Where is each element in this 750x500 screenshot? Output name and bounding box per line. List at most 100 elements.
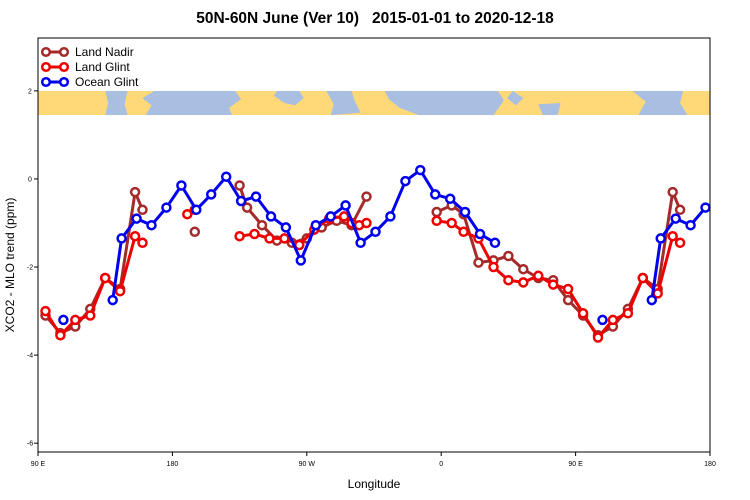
land-glint-point	[488, 261, 499, 273]
ocean-glint-point	[415, 164, 426, 176]
land-glint-point	[547, 279, 559, 290]
ocean-glint-point	[670, 213, 681, 224]
land-nadir-point	[562, 294, 574, 306]
x-tick-label: 180	[167, 461, 179, 468]
ocean-glint-point	[250, 191, 262, 202]
ocean-glint-point	[146, 219, 157, 231]
chart-title: 50N-60N June (Ver 10) 2015-01-01 to 2020…	[196, 10, 554, 27]
land-glint-point	[249, 228, 260, 240]
land-glint-point	[533, 270, 544, 282]
land-nadir-point	[503, 250, 514, 262]
ocean-glint-point	[340, 200, 351, 211]
ocean-glint-point	[295, 255, 307, 266]
x-tick-label: 180	[704, 461, 716, 468]
ocean-glint-point	[107, 294, 118, 306]
ocean-glint-point	[370, 226, 381, 238]
land-glint-point	[503, 274, 514, 286]
ocean-glint-point	[597, 314, 608, 326]
ocean-glint-point	[280, 222, 292, 233]
legend-marker-ocean-glint	[58, 76, 70, 88]
land-glint-point	[129, 230, 141, 242]
land-glint-point	[667, 230, 678, 242]
land-glint-point	[592, 332, 604, 343]
legend-marker-land-glint	[58, 61, 70, 73]
land-glint-point	[431, 215, 442, 227]
land-glint-point	[40, 305, 51, 317]
legend-marker-land-glint	[40, 61, 52, 73]
land-glint-point	[70, 314, 81, 326]
legend-marker-land-nadir	[40, 46, 52, 58]
ocean-glint-point	[325, 211, 336, 222]
land-glint-point	[446, 217, 457, 229]
legend-label-land-glint: Land Glint	[75, 60, 130, 74]
y-tick-label: -4	[27, 353, 33, 360]
ocean-glint-point	[220, 171, 232, 182]
ocean-glint-point	[131, 213, 142, 224]
ocean-glint-point	[205, 189, 217, 200]
ocean-glint-point	[310, 219, 322, 231]
y-tick-label: -6	[27, 441, 33, 448]
land-glint-point	[182, 208, 193, 220]
land-nadir-point	[518, 263, 529, 275]
ocean-glint-point	[385, 211, 396, 222]
land-glint-point	[85, 310, 96, 321]
map-ocean	[273, 90, 304, 106]
land-glint-point	[622, 308, 634, 319]
map-ocean	[632, 90, 688, 116]
ocean-glint-point	[58, 314, 69, 326]
x-tick-label: 90 E	[568, 461, 583, 468]
land-glint-point	[55, 330, 66, 341]
land-glint-point	[577, 308, 589, 319]
y-tick-label: 2	[28, 88, 32, 95]
legend-label-land-nadir: Land Nadir	[75, 45, 134, 59]
ocean-glint-point	[176, 180, 187, 191]
map-ocean	[105, 90, 128, 116]
land-nadir-point	[256, 219, 268, 231]
map-ocean	[506, 90, 524, 106]
land-nadir-point	[473, 257, 484, 268]
ocean-glint-point	[429, 189, 441, 200]
ocean-glint-point	[685, 219, 696, 231]
ocean-glint-point	[161, 202, 172, 213]
y-tick-label: -2	[27, 265, 33, 272]
land-glint-point	[137, 237, 148, 249]
map-ocean	[384, 90, 504, 116]
land-nadir-point	[129, 186, 141, 198]
ocean-glint-point	[235, 195, 247, 207]
x-tick-label: 0	[439, 461, 443, 468]
y-axis-title: XCO2 - MLO trend (ppm)	[3, 198, 17, 333]
land-glint-point	[338, 211, 350, 222]
land-glint-point	[607, 314, 619, 326]
ocean-glint-point	[444, 193, 456, 205]
legend-marker-ocean-glint	[40, 76, 52, 88]
land-glint-point	[637, 272, 649, 284]
map-strip	[38, 90, 710, 116]
y-tick-label: 0	[28, 176, 32, 183]
ocean-glint-point	[191, 204, 202, 216]
x-axis-title: Longitude	[348, 477, 401, 491]
land-glint-point	[264, 233, 275, 244]
land-nadir-point	[234, 180, 245, 191]
map-ocean	[538, 103, 561, 116]
land-nadir-point	[674, 204, 686, 216]
x-tick-label: 90 W	[299, 461, 316, 468]
land-glint-point	[234, 230, 245, 242]
land-nadir-point	[431, 206, 442, 218]
ocean-glint-point	[459, 206, 471, 218]
ocean-glint-point	[355, 237, 366, 249]
ocean-glint-point	[489, 237, 501, 249]
map-ocean	[142, 90, 242, 116]
map-land	[38, 90, 710, 116]
legend-label-ocean-glint: Ocean Glint	[75, 75, 139, 89]
plot-frame	[37, 37, 711, 453]
land-nadir-point	[361, 191, 372, 202]
axes: -6 -4 -2 0 2 90 E 180 90 W 0 90 E 180	[27, 37, 716, 468]
ocean-glint-point	[116, 233, 127, 244]
legend-marker-land-nadir	[58, 46, 70, 58]
land-nadir-point	[241, 202, 253, 213]
land-glint-point	[99, 272, 111, 284]
land-glint-point	[279, 233, 290, 244]
x-tick-label: 90 E	[31, 461, 46, 468]
